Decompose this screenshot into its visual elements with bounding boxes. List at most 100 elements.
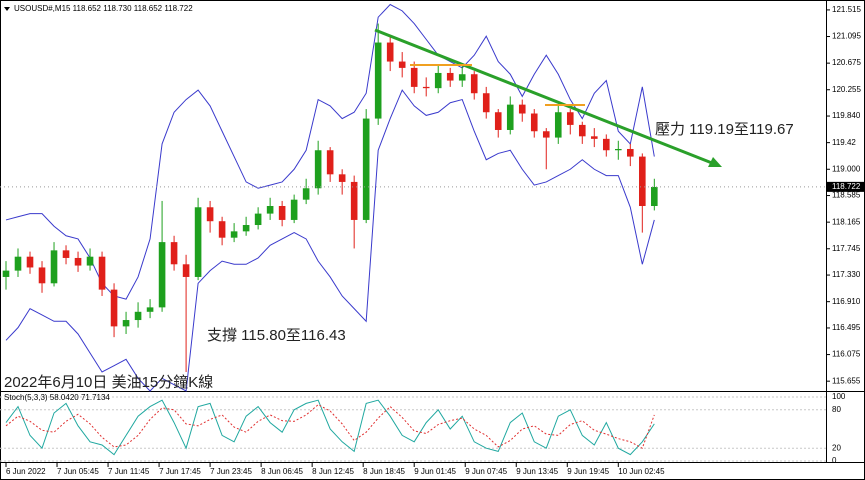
candle-body: [554, 112, 562, 138]
candle-body: [110, 289, 118, 327]
current-price-label: 118.722: [832, 182, 861, 191]
candle-body: [494, 112, 502, 130]
x-tick-label: 8 Jun 12:45: [312, 467, 354, 476]
y-tick-label: 118.585: [832, 191, 861, 200]
trend-arrow: [708, 157, 722, 167]
candle-body: [158, 242, 166, 308]
candle-body: [2, 270, 10, 277]
candle-body: [374, 42, 382, 119]
stoch-title: Stoch(5,3,3) 58.0420 71.7134: [4, 393, 110, 402]
candle-body: [38, 267, 46, 284]
candle-body: [627, 148, 634, 157]
current-price-box: [827, 181, 864, 192]
candle-body: [326, 150, 334, 175]
candle-body: [206, 207, 214, 222]
x-tick-label: 7 Jun 17:45: [159, 467, 201, 476]
candle-body: [542, 131, 550, 138]
chart-title: USOUSD#,M15 118.652 118.730 118.652 118.…: [14, 4, 193, 13]
candle-body: [230, 231, 238, 238]
candle-body: [651, 186, 658, 207]
x-tick-label: 7 Jun 11:45: [108, 467, 150, 476]
candle-body: [458, 74, 466, 81]
candle-body: [566, 112, 574, 125]
candle-body: [590, 136, 598, 139]
x-tick-label: 8 Jun 06:45: [261, 467, 303, 476]
annotation: 2022年6月10日 美油15分鐘K線: [4, 374, 213, 391]
x-tick-label: 8 Jun 18:45: [363, 467, 405, 476]
candle-body: [518, 104, 526, 114]
x-tick-label: 9 Jun 19:45: [567, 467, 609, 476]
candle-body: [446, 72, 454, 81]
candle-body: [302, 188, 310, 200]
y-tick-label: 121.515: [832, 5, 861, 14]
candle-body: [26, 256, 34, 268]
candle-body: [398, 61, 406, 68]
x-tick-label: 7 Jun 23:45: [210, 467, 252, 476]
candle-body: [86, 256, 94, 266]
stoch-main: [5, 399, 655, 456]
x-tick-label: 9 Jun 01:45: [414, 467, 456, 476]
candle-body: [350, 181, 358, 220]
menu-triangle: [4, 7, 10, 11]
y-tick-label: 116.910: [832, 297, 861, 306]
candle-body: [482, 93, 490, 113]
candle-body: [470, 74, 478, 94]
candle-body: [410, 67, 418, 87]
candle-body: [98, 256, 106, 290]
stoch-signal: [5, 404, 655, 449]
candle-body: [422, 86, 430, 89]
lower-band: [5, 89, 655, 392]
candle-body: [194, 207, 202, 277]
candle-body: [578, 124, 586, 137]
candle-body: [386, 42, 394, 62]
y-tick-label: 117.745: [832, 244, 861, 253]
candle-body: [182, 264, 190, 277]
candle-body: [506, 104, 514, 130]
y-tick-label: 118.165: [832, 217, 861, 226]
x-tick-label: 6 Jun 2022: [6, 467, 46, 476]
candle-body: [290, 199, 298, 220]
candle-body: [14, 256, 22, 271]
candle-body: [614, 148, 622, 151]
candle-body: [338, 174, 346, 182]
trend-line: [374, 28, 713, 165]
y-tick-label: 120.675: [832, 58, 861, 67]
y-tick-label: 116.495: [832, 323, 861, 332]
annotation: 壓力 119.19至119.67: [655, 121, 794, 138]
y-tick-label: 121.095: [832, 32, 861, 41]
candle-body: [530, 113, 538, 132]
candle-body: [122, 320, 130, 327]
candle-body: [170, 242, 178, 265]
candle-body: [50, 250, 58, 284]
stoch-tick-label: 80: [832, 405, 841, 414]
candle-body: [74, 257, 82, 266]
x-tick-label: 10 Jun 02:45: [618, 467, 665, 476]
candle-body: [314, 150, 322, 189]
x-tick-label: 9 Jun 07:45: [465, 467, 507, 476]
y-tick-label: 116.075: [832, 350, 861, 359]
candle-body: [639, 156, 646, 207]
y-tick-label: 119.42: [832, 138, 856, 147]
candle-body: [134, 311, 142, 321]
x-tick-label: 7 Jun 05:45: [57, 467, 99, 476]
stoch-tick-label: 20: [832, 443, 841, 452]
x-tick-label: 9 Jun 13:45: [516, 467, 558, 476]
candle-body: [434, 72, 442, 89]
stoch-tick-label: 0: [832, 456, 837, 465]
y-tick-label: 119.000: [832, 164, 861, 173]
candle-body: [602, 138, 610, 151]
y-tick-label: 115.655: [832, 376, 861, 385]
candle-body: [146, 307, 154, 312]
candle-body: [254, 213, 262, 226]
candle-body: [218, 221, 226, 238]
candle-body: [242, 225, 250, 232]
stoch-tick-label: 100: [832, 392, 846, 401]
candle-body: [266, 206, 274, 214]
plot-layer: 121.515 121.095 120.675 120.255 119.840 119.4…: [0, 3, 864, 476]
y-tick-label: 120.255: [832, 85, 861, 94]
annotation: 支撐 115.80至116.43: [207, 327, 346, 344]
candle-body: [62, 250, 70, 258]
